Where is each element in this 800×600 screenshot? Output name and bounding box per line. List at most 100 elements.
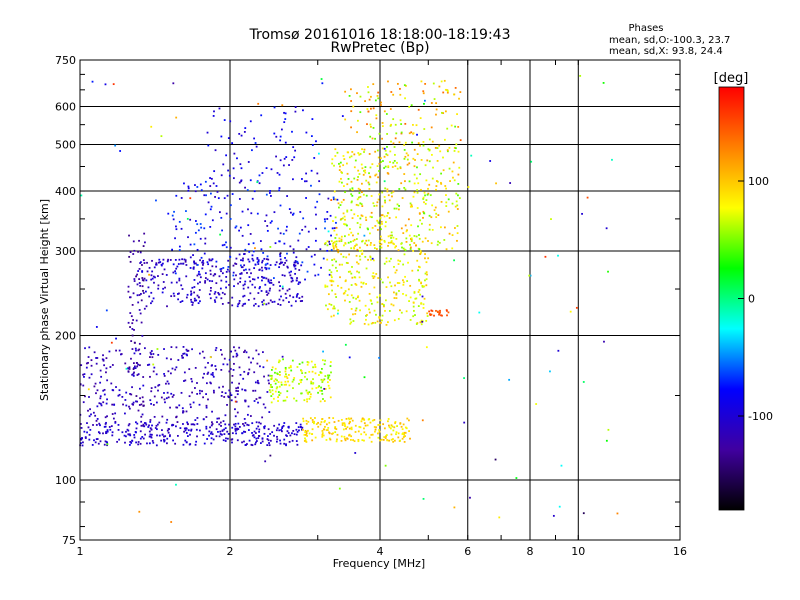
- data-point: [284, 262, 286, 264]
- data-point: [139, 262, 142, 264]
- data-point: [284, 368, 287, 371]
- data-point: [163, 392, 165, 394]
- data-point: [430, 216, 433, 219]
- data-point: [369, 232, 371, 235]
- data-point: [110, 341, 113, 344]
- data-point: [378, 240, 381, 243]
- data-point: [342, 292, 345, 295]
- data-point: [332, 220, 334, 222]
- stats-header: Phases: [628, 23, 663, 34]
- data-point: [242, 284, 245, 287]
- data-point: [444, 185, 447, 187]
- data-point: [231, 432, 234, 435]
- data-point: [158, 258, 161, 261]
- data-point: [552, 514, 555, 517]
- data-point: [209, 185, 212, 187]
- data-point: [333, 421, 336, 423]
- data-point: [241, 432, 244, 435]
- data-point: [379, 419, 382, 422]
- data-point: [273, 434, 275, 437]
- data-point: [298, 382, 300, 385]
- data-point: [331, 264, 334, 267]
- data-point: [419, 293, 422, 296]
- data-point: [408, 105, 411, 108]
- data-point: [378, 162, 381, 165]
- data-point: [166, 442, 168, 445]
- data-point: [349, 240, 352, 243]
- data-point: [359, 258, 362, 261]
- data-point: [230, 399, 233, 402]
- data-point: [241, 234, 244, 237]
- data-point: [489, 160, 492, 162]
- data-point: [319, 389, 322, 392]
- data-point: [148, 266, 151, 269]
- data-point: [252, 242, 255, 245]
- data-point: [125, 404, 128, 407]
- data-point: [435, 113, 437, 116]
- data-point: [182, 423, 184, 425]
- data-point: [377, 221, 380, 224]
- data-point: [163, 373, 166, 375]
- data-point: [399, 260, 402, 263]
- data-point: [321, 82, 324, 85]
- data-point: [361, 205, 364, 207]
- data-point: [413, 290, 416, 293]
- data-point: [396, 82, 399, 85]
- data-point: [151, 356, 154, 359]
- data-point: [169, 406, 171, 409]
- data-point: [414, 159, 416, 161]
- data-point: [158, 434, 161, 437]
- data-point: [226, 268, 229, 271]
- data-point: [180, 227, 183, 230]
- data-point: [331, 289, 333, 292]
- data-point: [440, 111, 443, 114]
- data-point: [405, 237, 408, 240]
- data-point: [353, 246, 355, 249]
- data-point: [162, 287, 165, 290]
- data-point: [287, 432, 290, 434]
- data-point: [365, 194, 368, 197]
- data-point: [166, 260, 169, 263]
- data-point: [446, 90, 449, 92]
- data-point: [242, 257, 244, 260]
- data-point: [344, 299, 346, 302]
- data-point: [369, 244, 372, 246]
- data-point: [420, 319, 423, 322]
- data-point: [399, 87, 401, 90]
- data-point: [611, 158, 613, 161]
- data-point: [171, 367, 174, 370]
- data-point: [241, 210, 244, 213]
- data-point: [413, 165, 416, 168]
- data-point: [380, 238, 383, 241]
- data-point: [119, 150, 122, 152]
- data-point: [433, 98, 436, 100]
- data-point: [277, 400, 279, 402]
- data-point: [235, 432, 238, 435]
- data-point: [314, 417, 316, 419]
- data-point: [359, 426, 362, 429]
- data-point: [90, 413, 92, 416]
- data-point: [320, 367, 323, 370]
- data-point: [137, 443, 140, 446]
- data-point: [288, 164, 290, 166]
- data-point: [102, 389, 105, 392]
- data-point: [217, 430, 219, 433]
- data-point: [96, 405, 99, 408]
- data-point: [265, 263, 267, 266]
- data-point: [192, 266, 195, 269]
- data-point: [334, 155, 337, 157]
- data-point: [312, 378, 314, 381]
- data-point: [217, 197, 220, 200]
- data-point: [208, 259, 211, 262]
- data-point: [602, 82, 605, 84]
- data-point: [183, 371, 186, 374]
- data-point: [266, 255, 269, 258]
- data-point: [266, 262, 269, 265]
- data-point: [438, 144, 441, 147]
- data-point: [328, 374, 331, 377]
- x-tick-label: 1: [77, 545, 84, 558]
- data-point: [155, 199, 157, 202]
- data-point: [304, 431, 307, 434]
- data-point: [151, 259, 153, 262]
- data-point: [194, 262, 197, 265]
